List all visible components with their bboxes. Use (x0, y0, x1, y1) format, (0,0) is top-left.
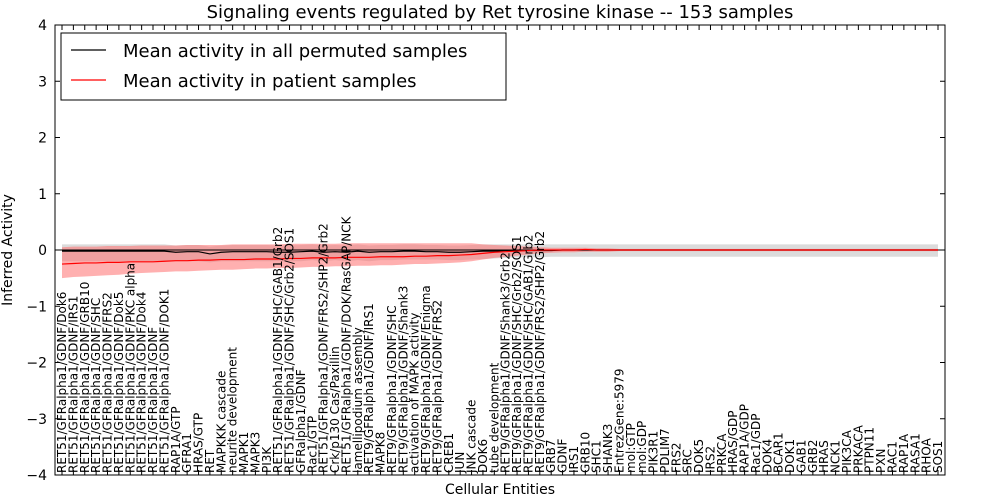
xtick-label: SOS1 (931, 441, 945, 473)
xtick-label: RASA1 (908, 433, 922, 473)
xtick-label: mol:GDP (635, 421, 649, 473)
xtick-label: MAPK1 (237, 432, 251, 473)
xtick-label: PI3K (260, 446, 274, 473)
xtick-label: EntrezGene:5979 (612, 369, 626, 474)
ytick-label: 3 (38, 74, 47, 90)
xtick-label: RET9/GFRalpha1/GDNF/SHC (385, 305, 399, 473)
xtick-label: HRAS (817, 440, 831, 473)
xtick-label: PDLIM7 (658, 428, 672, 473)
xtick-label: RET51/GFRalpha1/GDNF/SHC/Grb2/SOS1 (283, 228, 297, 473)
xtick-label: tube development (487, 362, 501, 473)
xtick-label: MAPKKK cascade (214, 371, 228, 473)
xtick-label: DOK4 (760, 439, 774, 473)
xtick-label: NCK1 (829, 440, 843, 473)
xtick-label: PRKACA (851, 424, 865, 473)
xtick-label: GFRA1 (180, 433, 194, 473)
ytick-label: 0 (38, 243, 47, 259)
xtick-label: CREB1 (442, 433, 456, 473)
ytick-label: −2 (26, 356, 47, 372)
legend-box (60, 32, 507, 101)
xtick-label: PRKCA (715, 433, 729, 473)
xtick-label: RET51/GFRalpha1/GDNF (146, 327, 160, 473)
xtick-label: RET9/GFRalpha1/GDNF/Enigma (419, 285, 433, 473)
xtick-label: activation of MAPK activity (408, 313, 422, 473)
xtick-label: BCAR1 (772, 432, 786, 473)
xtick-label: Rac1/GTP (305, 416, 319, 473)
xtick-label: GFRalpha1/GDNF (294, 369, 308, 473)
ytick-label: 4 (38, 18, 47, 34)
legend: Mean activity in all permuted samples Me… (60, 32, 507, 101)
xtick-label: GRB10 (578, 432, 592, 473)
xtick-label: IRS1 (567, 446, 581, 473)
xtick-label: PIK3CA (840, 429, 854, 473)
chart-title: Signaling events regulated by Ret tyrosi… (207, 2, 794, 23)
xtick-label: RET51/GFRalpha1/GDNF/FRS2 (101, 292, 115, 473)
xtick-label: RET51/GFRalpha1/GDNF/GRB10 (78, 282, 92, 473)
xtick-label: PIK3R1 (647, 431, 661, 473)
xtick-label: RAP1A/GTP (169, 406, 183, 473)
xtick-label: RET51/GFRalpha1/GDNF/Dok6 (55, 292, 69, 473)
xtick-label: RET51/GFRalpha1/GDNF/Dok5 (112, 292, 126, 473)
xtick-label: FRS2 (669, 443, 683, 474)
xtick-label: HRAS/GTP (192, 413, 206, 473)
xtick-label: RET51/GFRalpha1/GDNF/Dok4 (135, 292, 149, 473)
plot-frame (54, 24, 946, 476)
ytick-label: 1 (38, 187, 47, 203)
xtick-label: HRAS/GDP (726, 410, 740, 473)
series-lines (61, 248, 938, 265)
xtick-label: SHANK3 (601, 424, 615, 473)
line-series-1 (61, 248, 938, 265)
xtick-label: GDNF (556, 438, 570, 473)
xtick-label: lamellipodium assembly (351, 327, 365, 473)
xtick-label: GRB7 (544, 439, 558, 473)
xtick-label: RAP1A (897, 433, 911, 473)
legend-label-permuted: Mean activity in all permuted samples (123, 41, 467, 62)
xtick-label: RET51/GFRalpha1/GDNF/DOK1 (157, 289, 171, 473)
xtick-label: IRS2 (703, 446, 717, 473)
xtick-label: DOK6 (476, 439, 490, 473)
xtick-label: JUN (453, 452, 467, 474)
xtick-label: RET9/GFRalpha1/GDNF/Shank3 (396, 286, 410, 473)
xtick-label: RET51/GFRalpha1/GDNF/FRS2/SHP2/Grb2 (317, 223, 331, 473)
xtick-label: MAPK8 (374, 432, 388, 473)
xtick-label: JNK cascade (465, 400, 479, 474)
xtick-label: DOK1 (783, 439, 797, 473)
xtick-label: SHC1 (590, 440, 604, 473)
xtick-label: RET9/GFRalpha1/GDNF/IRS1 (362, 303, 376, 473)
x-axis-label: Cellular Entities (445, 482, 555, 498)
xtick-label: neurite development (226, 347, 240, 473)
xtick-label: Rac1/GDP (749, 414, 763, 473)
xtick-label: RET9/GFRalpha1/GDNF/SHC/GAB1/Grb2 (521, 234, 535, 473)
y-axis-label: Inferred Activity (0, 194, 16, 306)
ytick-label: −4 (26, 468, 47, 484)
xtick-label: RET51/GFRalpha1/GDNF/DOK/RasGAP/NCK (339, 215, 353, 473)
xtick-label: RAP1A/GDP (738, 404, 752, 473)
ytick-label: −3 (26, 412, 47, 428)
legend-label-patient: Mean activity in patient samples (123, 71, 417, 92)
ytick-label: 2 (38, 131, 47, 147)
xtick-label: RET9/GFRalpha1/GDNF/FRS2/SHP2/Grb2 (533, 231, 547, 473)
xtick-label: RET51/GFRalpha1/GDNF/SHC/GAB1/Grb2 (271, 227, 285, 473)
xtick-label: mol:GTP (624, 423, 638, 473)
ytick-label: −1 (26, 299, 47, 315)
xtick-label: RET51/GFRalpha1/GDNF/PKC alpha (123, 263, 137, 473)
xtick-label: RAC1 (885, 441, 899, 473)
xtick-label: RHOA (920, 437, 934, 473)
xtick-label: Crk/p130 Cas/Paxillin (328, 346, 342, 473)
xtick-label: GAB1 (794, 440, 808, 473)
xtick-label: RET9/GFRalpha1/GDNF/Shank3/Grb2 (499, 252, 513, 473)
xtick-label: GRB2 (806, 439, 820, 473)
xtick-label: RET9/GFRalpha1/GDNF/FRS2 (430, 300, 444, 473)
xtick-label: SRC (681, 449, 695, 473)
xtick-label: MAPK3 (248, 432, 262, 473)
x-axis-ticks: RET51/GFRalpha1/GDNF/Dok6RET51/GFRalpha1… (55, 25, 945, 475)
xtick-label: RET9/GFRalpha1/GDNF/SHC/Grb2/SOS1 (510, 235, 524, 473)
xtick-label: PXN (874, 449, 888, 473)
xtick-label: RET51/GFRalpha1/GDNF/IRS1 (66, 296, 80, 473)
xtick-label: RET51/GFRalpha1/GDNF/SHC (89, 298, 103, 473)
xtick-label: PTPN11 (863, 427, 877, 473)
xtick-label: RET (203, 449, 217, 473)
xtick-label: DOK5 (692, 439, 706, 473)
